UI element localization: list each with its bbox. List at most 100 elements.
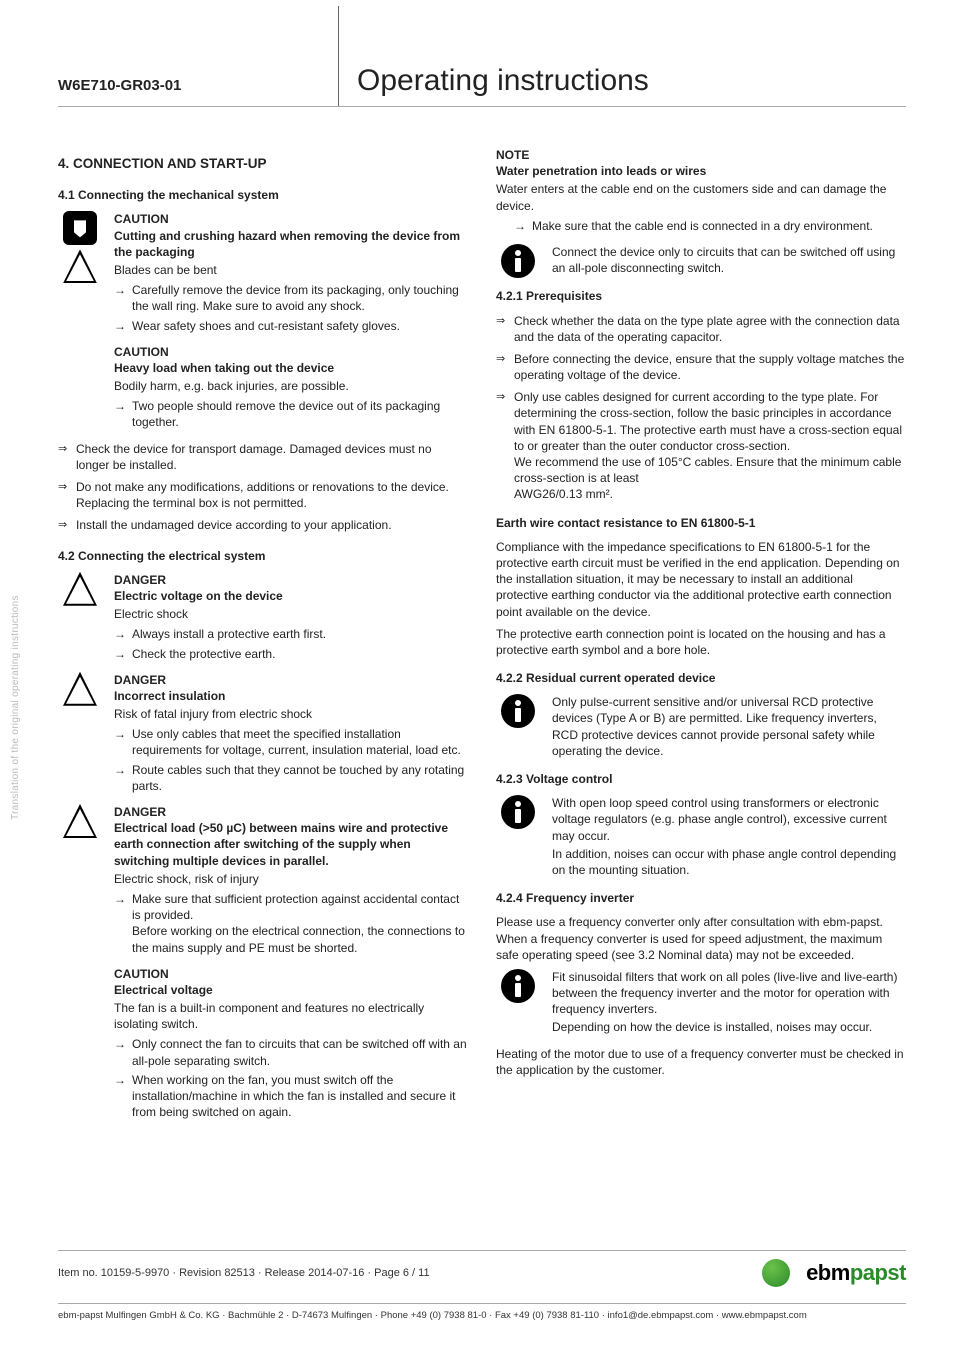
list-item: Make sure that sufficient protection aga… xyxy=(114,891,468,956)
section-4-2-heading: 4.2 Connecting the electrical system xyxy=(58,548,468,564)
section-4-1-heading: 4.1 Connecting the mechanical system xyxy=(58,187,468,203)
danger-text: Risk of fatal injury from electric shock xyxy=(114,706,468,722)
page-header: W6E710-GR03-01 Operating instructions xyxy=(58,36,906,107)
list-item: Check whether the data on the type plate… xyxy=(496,313,906,345)
electric-hazard-icon xyxy=(63,672,97,706)
danger-list: Use only cables that meet the specified … xyxy=(114,726,468,794)
info-text: Depending on how the device is installed… xyxy=(552,1019,906,1035)
caution-list: Carefully remove the device from its pac… xyxy=(114,282,468,334)
danger-block-3: DANGER Electrical load (>50 µC) between … xyxy=(58,804,468,956)
caution-label: CAUTION xyxy=(114,344,468,360)
note-subtitle: Water penetration into leads or wires xyxy=(496,163,906,179)
earth-heading: Earth wire contact resistance to EN 6180… xyxy=(496,515,906,531)
page-title: Operating instructions xyxy=(339,64,649,106)
manual-icon xyxy=(63,211,97,245)
content-columns: 4. CONNECTION AND START-UP 4.1 Connectin… xyxy=(58,147,906,1130)
section-4-2-4-heading: 4.2.4 Frequency inverter xyxy=(496,890,906,906)
list-item: Wear safety shoes and cut-resistant safe… xyxy=(114,318,468,334)
doc-id: W6E710-GR03-01 xyxy=(58,77,338,106)
caution-subtitle: Cutting and crushing hazard when removin… xyxy=(114,228,468,260)
electric-hazard-icon xyxy=(63,572,97,606)
info-text: In addition, noises can occur with phase… xyxy=(552,846,906,878)
danger-text: Electric shock xyxy=(114,606,468,622)
list-item: Check the device for transport damage. D… xyxy=(58,441,468,473)
section-4-heading: 4. CONNECTION AND START-UP xyxy=(58,155,468,173)
info-block-2: Only pulse-current sensitive and/or univ… xyxy=(496,694,906,759)
list-item: Only use cables designed for current acc… xyxy=(496,389,906,502)
info-icon xyxy=(501,795,535,829)
list-item: Do not make any modifications, additions… xyxy=(58,479,468,511)
electric-hazard-icon xyxy=(63,804,97,838)
left-column: 4. CONNECTION AND START-UP 4.1 Connectin… xyxy=(58,147,468,1130)
danger-text: Electric shock, risk of injury xyxy=(114,871,468,887)
list-item: When working on the fan, you must switch… xyxy=(114,1072,468,1121)
earth-para-2: The protective earth connection point is… xyxy=(496,626,906,658)
caution-text: The fan is a built-in component and feat… xyxy=(114,1000,468,1032)
info-icons xyxy=(496,244,540,278)
danger-subtitle: Electrical load (>50 µC) between mains w… xyxy=(114,820,468,869)
caution-block-1: CAUTION Cutting and crushing hazard when… xyxy=(58,211,468,333)
note-list: Make sure that the cable end is connecte… xyxy=(496,218,906,234)
list-item: Make sure that the cable end is connecte… xyxy=(514,218,906,234)
caution-subtitle: Heavy load when taking out the device xyxy=(114,360,468,376)
brand-name: ebmpapst xyxy=(806,1260,906,1286)
list-item-text: Make sure that sufficient protection aga… xyxy=(132,892,459,922)
info-icon xyxy=(501,244,535,278)
earth-para-1: Compliance with the impedance specificat… xyxy=(496,539,906,620)
section-4-2-1-heading: 4.2.1 Prerequisites xyxy=(496,288,906,304)
caution-list: Only connect the fan to circuits that ca… xyxy=(114,1036,468,1120)
caution-subtitle: Electrical voltage xyxy=(114,982,468,998)
prereq-list: Check whether the data on the type plate… xyxy=(496,313,906,503)
footer-meta: Item no. 10159-5-9970 · Revision 82513 ·… xyxy=(58,1250,906,1287)
warning-triangle-icon xyxy=(63,249,97,283)
note-block: NOTE Water penetration into leads or wir… xyxy=(496,147,906,234)
info-icon xyxy=(501,694,535,728)
item-line: Item no. 10159-5-9970 · Revision 82513 ·… xyxy=(58,1267,430,1279)
freq-para-1: Please use a frequency converter only af… xyxy=(496,914,906,963)
list-item: Route cables such that they cannot be to… xyxy=(114,762,468,794)
page: W6E710-GR03-01 Operating instructions Tr… xyxy=(0,0,954,1351)
danger-label: DANGER xyxy=(114,572,468,588)
caution-text: Blades can be bent xyxy=(114,262,468,278)
caution-block-3: CAUTION Electrical voltage The fan is a … xyxy=(58,966,468,1121)
footer-company: ebm-papst Mulfingen GmbH & Co. KG · Bach… xyxy=(58,1303,906,1321)
danger-subtitle: Electric voltage on the device xyxy=(114,588,468,604)
caution-icons xyxy=(58,211,102,283)
danger-list: Make sure that sufficient protection aga… xyxy=(114,891,468,956)
list-item: Carefully remove the device from its pac… xyxy=(114,282,468,314)
danger-icons xyxy=(58,572,102,606)
danger-subtitle: Incorrect insulation xyxy=(114,688,468,704)
list-item: Two people should remove the device out … xyxy=(114,398,468,430)
freq-para-2: Heating of the motor due to use of a fre… xyxy=(496,1046,906,1078)
section-4-2-2-heading: 4.2.2 Residual current operated device xyxy=(496,670,906,686)
green-badge-icon xyxy=(762,1259,790,1287)
danger-label: DANGER xyxy=(114,804,468,820)
info-icons xyxy=(496,795,540,829)
caution-list: Two people should remove the device out … xyxy=(114,398,468,430)
info-icons xyxy=(496,694,540,728)
danger-list: Always install a protective earth first.… xyxy=(114,626,468,661)
list-item: Before connecting the device, ensure tha… xyxy=(496,351,906,383)
note-label: NOTE xyxy=(496,147,906,163)
info-text: Connect the device only to circuits that… xyxy=(552,244,906,276)
info-block-3: With open loop speed control using trans… xyxy=(496,795,906,878)
list-item: Use only cables that meet the specified … xyxy=(114,726,468,758)
list-item: Install the undamaged device according t… xyxy=(58,517,468,533)
info-block-1: Connect the device only to circuits that… xyxy=(496,244,906,276)
brand-logo: ebmpapst xyxy=(762,1259,906,1287)
info-icon xyxy=(501,969,535,1003)
caution-text: Bodily harm, e.g. back injuries, are pos… xyxy=(114,378,468,394)
info-icons xyxy=(496,969,540,1003)
brand-green: papst xyxy=(850,1260,906,1285)
list-item: Only connect the fan to circuits that ca… xyxy=(114,1036,468,1068)
section-4-2-3-heading: 4.2.3 Voltage control xyxy=(496,771,906,787)
info-block-4: Fit sinusoidal filters that work on all … xyxy=(496,969,906,1036)
danger-block-2: DANGER Incorrect insulation Risk of fata… xyxy=(58,672,468,794)
section-4-1-list: Check the device for transport damage. D… xyxy=(58,441,468,534)
note-text: Water enters at the cable end on the cus… xyxy=(496,181,906,213)
right-column: NOTE Water penetration into leads or wir… xyxy=(496,147,906,1130)
side-caption: Translation of the original operating in… xyxy=(10,595,21,820)
list-item-text: Before working on the electrical connect… xyxy=(132,924,465,954)
caution-label: CAUTION xyxy=(114,966,468,982)
danger-label: DANGER xyxy=(114,672,468,688)
